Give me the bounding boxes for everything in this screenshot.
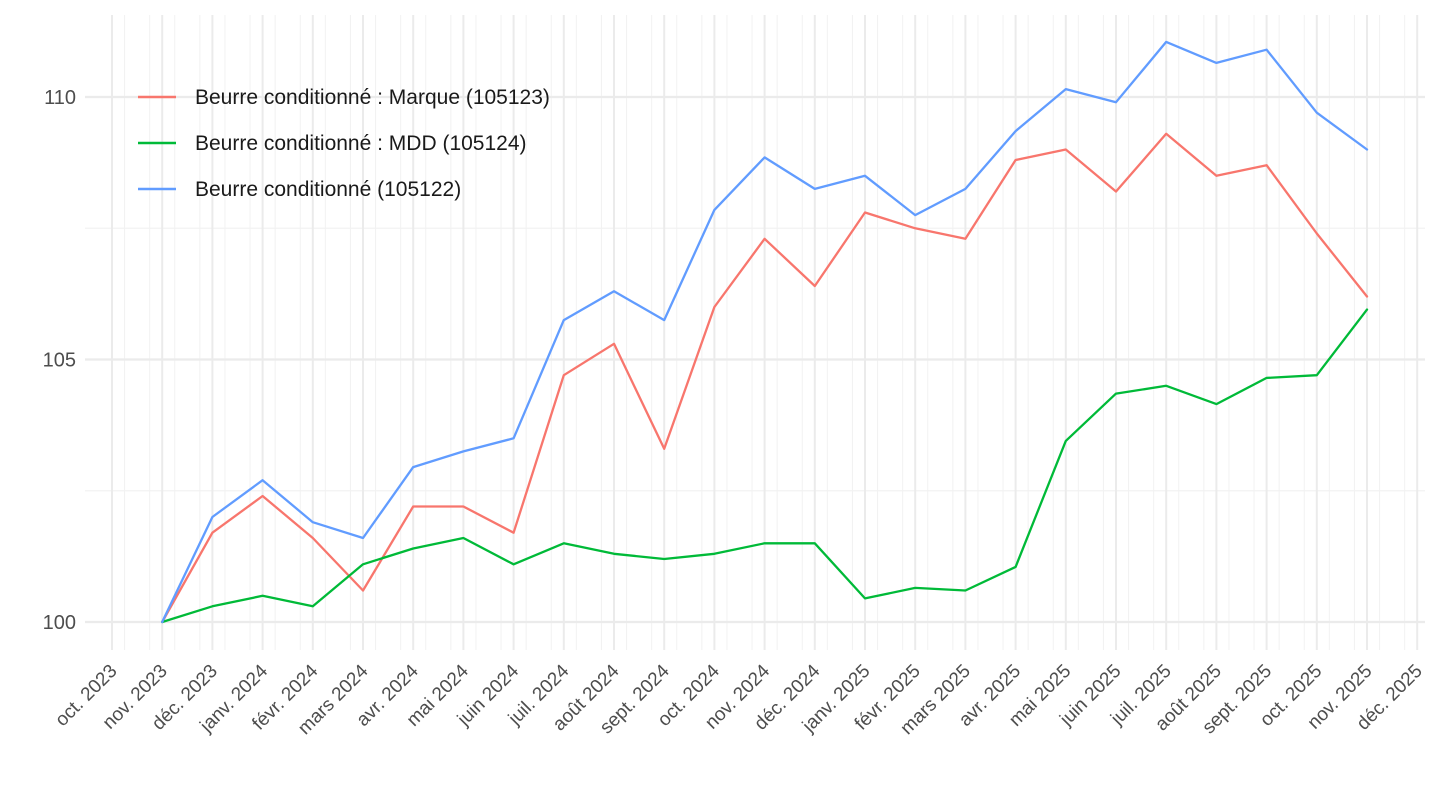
series-lines	[161, 40, 1369, 624]
series-line-3	[161, 40, 1369, 624]
legend: Beurre conditionné : Marque (105123) Beur…	[138, 86, 550, 201]
y-tick-label: 110	[44, 87, 76, 109]
series-line-2	[161, 308, 1369, 624]
series-line-1	[161, 132, 1369, 624]
legend-label: Beurre conditionné : Marque (105123)	[195, 86, 550, 109]
y-axis-tick-labels: 100 105 110	[43, 87, 76, 634]
y-tick-label: 105	[43, 350, 76, 372]
legend-label: Beurre conditionné (105122)	[195, 178, 461, 201]
y-tick-label: 100	[43, 612, 76, 634]
legend-label: Beurre conditionné : MDD (105124)	[195, 132, 527, 155]
major-gridlines	[85, 15, 1425, 650]
minor-gridlines	[85, 15, 1425, 650]
